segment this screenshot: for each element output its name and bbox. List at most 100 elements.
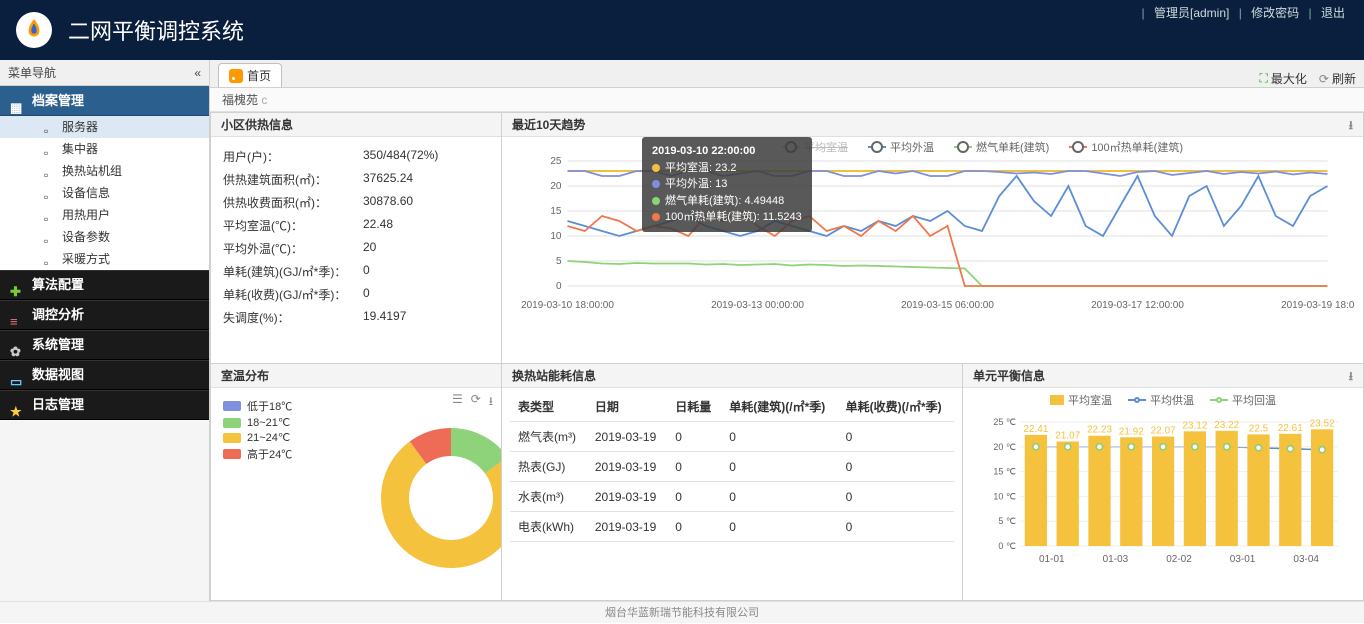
info-row: 平均外温(℃)：20 — [223, 237, 489, 260]
svg-text:2019-03-10 18:00:00: 2019-03-10 18:00:00 — [521, 300, 614, 311]
change-password-link[interactable]: 修改密码 — [1248, 6, 1302, 20]
item-icon: ▫ — [44, 252, 58, 266]
table-row: 电表(kWh)2019-03-19000 — [510, 512, 954, 542]
info-row: 单耗(建筑)(GJ/㎡*季)：0 — [223, 260, 489, 283]
panel-title: 单元平衡信息 — [973, 364, 1045, 388]
logo-icon — [16, 12, 52, 48]
download-icon[interactable]: ⭳ — [1349, 364, 1353, 388]
svg-text:2019-03-19 18:00:00: 2019-03-19 18:00:00 — [1281, 300, 1355, 311]
sidebar-collapse-icon[interactable]: « — [194, 60, 201, 85]
panel-title: 换热站能耗信息 — [512, 364, 596, 388]
info-row: 失调度(%)：19.4197 — [223, 306, 489, 329]
download-icon[interactable]: ⭳ — [489, 392, 493, 413]
svg-text:01-01: 01-01 — [1039, 554, 1065, 565]
refresh-button[interactable]: ⟳刷新 — [1319, 70, 1356, 87]
svg-text:2019-03-13 00:00:00: 2019-03-13 00:00:00 — [711, 300, 804, 311]
legend-item[interactable]: 燃气单耗(建筑) — [954, 139, 1049, 155]
panel-title: 最近10天趋势 — [512, 113, 585, 137]
sidebar-group[interactable]: ▭数据视图 — [0, 360, 209, 390]
home-icon — [229, 69, 243, 83]
sidebar-header: 菜单导航 « — [0, 60, 209, 86]
svg-text:2019-03-15 06:00:00: 2019-03-15 06:00:00 — [901, 300, 994, 311]
svg-text:15: 15 — [550, 206, 562, 217]
panel-pie: 室温分布 ☰ ⟳ ⭳ 低于18℃18~21℃21~24℃高于24℃ — [211, 364, 501, 600]
pie-chart[interactable] — [371, 418, 501, 578]
sidebar-item[interactable]: ▫设备参数 — [0, 226, 209, 248]
topbar: 二网平衡调控系统 | 管理员[admin] | 修改密码 | 退出 — [0, 0, 1364, 60]
sidebar-group[interactable]: ▦档案管理 — [0, 86, 209, 116]
sidebar-item[interactable]: ▫设备信息 — [0, 182, 209, 204]
svg-text:22.41: 22.41 — [1023, 424, 1048, 435]
svg-text:15 ℃: 15 ℃ — [993, 467, 1016, 477]
breadcrumb: 福槐苑 c — [210, 88, 1364, 112]
table-row: 水表(m³)2019-03-19000 — [510, 482, 954, 512]
info-row: 供热收费面积(㎡)：30878.60 — [223, 191, 489, 214]
svg-text:01-03: 01-03 — [1103, 554, 1129, 565]
panel-energy: 换热站能耗信息 表类型日期日耗量单耗(建筑)(/㎡*季)单耗(收费)(/㎡*季)… — [502, 364, 962, 600]
svg-text:03-04: 03-04 — [1293, 554, 1319, 565]
balance-chart[interactable]: 0 ℃5 ℃10 ℃15 ℃20 ℃25 ℃22.4121.0722.2321.… — [971, 412, 1355, 572]
table-header: 日耗量 — [667, 392, 721, 422]
svg-text:0 ℃: 0 ℃ — [998, 541, 1016, 551]
item-icon: ▫ — [44, 142, 58, 156]
energy-table: 表类型日期日耗量单耗(建筑)(/㎡*季)单耗(收费)(/㎡*季)燃气表(m³)2… — [510, 392, 954, 542]
svg-text:25 ℃: 25 ℃ — [993, 417, 1016, 427]
panel-title: 室温分布 — [221, 364, 269, 388]
svg-text:22.23: 22.23 — [1087, 425, 1112, 436]
svg-text:02-02: 02-02 — [1166, 554, 1192, 565]
maximize-button[interactable]: ⛶最大化 — [1260, 70, 1307, 87]
svg-text:21.92: 21.92 — [1119, 426, 1144, 437]
panel-balance: 单元平衡信息 ⭳ 平均室温平均供温平均回温 0 ℃5 ℃10 ℃15 ℃20 ℃… — [963, 364, 1363, 600]
svg-text:23.52: 23.52 — [1310, 418, 1335, 429]
svg-text:23.22: 23.22 — [1214, 420, 1239, 431]
item-icon: ▫ — [44, 208, 58, 222]
svg-text:22.07: 22.07 — [1151, 426, 1176, 437]
sidebar-item[interactable]: ▫换热站机组 — [0, 160, 209, 182]
legend-item[interactable]: 平均室温 — [1050, 392, 1112, 408]
sidebar-item[interactable]: ▫用热用户 — [0, 204, 209, 226]
svg-text:2019-03-17 12:00:00: 2019-03-17 12:00:00 — [1091, 300, 1184, 311]
svg-text:20: 20 — [550, 181, 562, 192]
user-links: | 管理员[admin] | 修改密码 | 退出 — [1139, 4, 1348, 21]
panel-trend: 最近10天趋势 ⭳ 平均室温平均外温燃气单耗(建筑)100㎡热单耗(建筑) 20… — [502, 113, 1363, 363]
info-row: 供热建筑面积(㎡)：37625.24 — [223, 168, 489, 191]
svg-text:22.5: 22.5 — [1249, 423, 1269, 434]
info-row: 平均室温(℃)：22.48 — [223, 214, 489, 237]
sidebar-item[interactable]: ▫集中器 — [0, 138, 209, 160]
chart-tooltip: 2019-03-10 22:00:00平均室温: 23.2平均外温: 13燃气单… — [642, 137, 812, 232]
legend-item[interactable]: 平均回温 — [1210, 392, 1276, 408]
tab-home[interactable]: 首页 — [218, 63, 282, 87]
sidebar: 菜单导航 « ▦档案管理▫服务器▫集中器▫换热站机组▫设备信息▫用热用户▫设备参… — [0, 60, 210, 601]
list-icon[interactable]: ☰ — [452, 392, 463, 413]
sidebar-group[interactable]: ✿系统管理 — [0, 330, 209, 360]
refresh-icon[interactable]: ⟳ — [471, 392, 481, 413]
legend-item[interactable]: 低于18℃ — [223, 398, 489, 414]
group-icon: ▦ — [10, 93, 26, 109]
refresh-icon: ⟳ — [1319, 72, 1329, 86]
table-header: 单耗(建筑)(/㎡*季) — [721, 392, 837, 422]
user-label[interactable]: 管理员[admin] — [1151, 6, 1232, 20]
table-row: 热表(GJ)2019-03-19000 — [510, 452, 954, 482]
item-icon: ▫ — [44, 164, 58, 178]
legend-item[interactable]: 100㎡热单耗(建筑) — [1069, 139, 1183, 155]
svg-text:10: 10 — [550, 231, 562, 242]
legend-item[interactable]: 平均供温 — [1128, 392, 1194, 408]
sidebar-item[interactable]: ▫服务器 — [0, 116, 209, 138]
info-row: 单耗(收费)(GJ/㎡*季)：0 — [223, 283, 489, 306]
trend-chart[interactable]: 05101520252019-03-10 18:00:002019-03-13 … — [510, 141, 1355, 316]
sidebar-group[interactable]: ≡调控分析 — [0, 300, 209, 330]
app-title: 二网平衡调控系统 — [68, 14, 244, 46]
logout-link[interactable]: 退出 — [1318, 6, 1348, 20]
sidebar-item[interactable]: ▫采暖方式 — [0, 248, 209, 270]
item-icon: ▫ — [44, 230, 58, 244]
panel-title: 小区供热信息 — [221, 113, 293, 137]
panel-district-info: 小区供热信息 用户(户)：350/484(72%)供热建筑面积(㎡)：37625… — [211, 113, 501, 363]
legend-item[interactable]: 平均外温 — [868, 139, 934, 155]
svg-text:5 ℃: 5 ℃ — [998, 516, 1016, 526]
download-icon[interactable]: ⭳ — [1349, 113, 1353, 137]
sidebar-group[interactable]: ★日志管理 — [0, 390, 209, 420]
info-row: 用户(户)：350/484(72%) — [223, 145, 489, 168]
group-icon: ★ — [10, 397, 26, 413]
sidebar-group[interactable]: ✚算法配置 — [0, 270, 209, 300]
svg-text:21.07: 21.07 — [1055, 430, 1080, 441]
